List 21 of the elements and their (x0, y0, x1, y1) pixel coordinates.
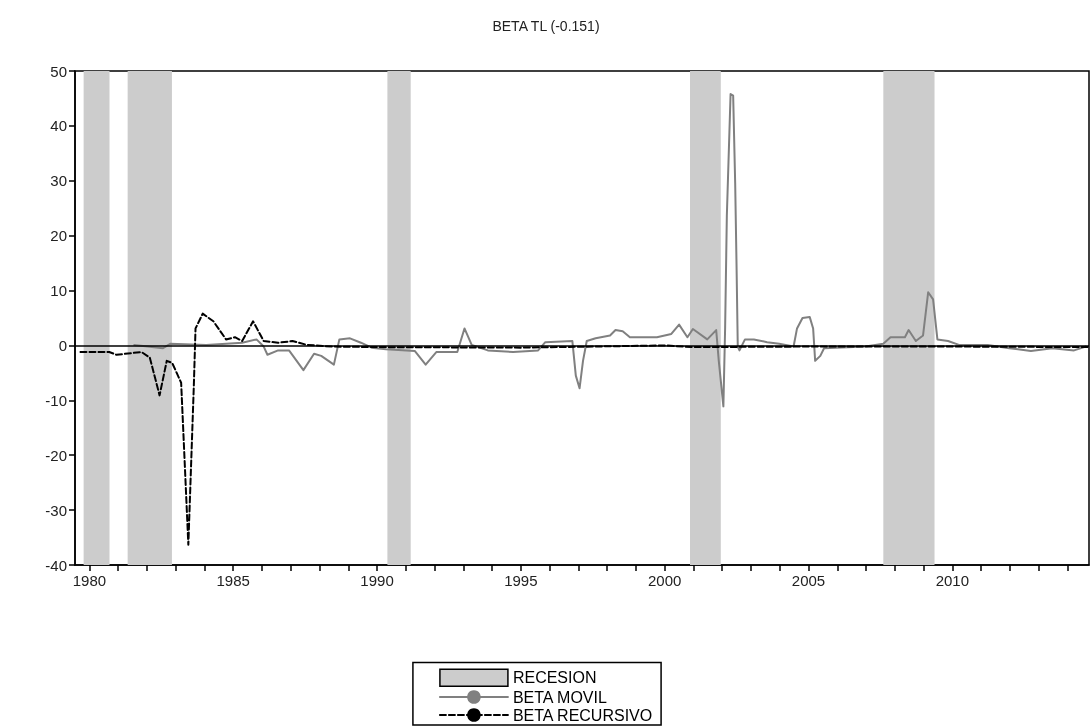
y-tick-label: 10 (50, 282, 67, 300)
y-tick-label: -30 (45, 501, 67, 519)
x-tick-label: 1980 (72, 572, 107, 589)
x-tick-label: 2005 (791, 572, 826, 589)
x-tick-label: 2010 (935, 572, 970, 589)
y-tick-label: 50 (50, 62, 67, 80)
y-tick-label: -20 (45, 446, 67, 464)
legend-label: RECESION (512, 669, 597, 687)
y-tick-label: 30 (50, 172, 67, 190)
y-tick-label: 0 (58, 336, 67, 354)
y-tick-label: 20 (50, 227, 67, 245)
legend-label: BETA MOVIL (512, 688, 607, 706)
x-tick-label: 1995 (504, 572, 538, 589)
y-tick-label: 40 (50, 117, 67, 135)
legend-label: BETA RECURSIVO (512, 706, 653, 724)
chart-title: BETA TL (-0.151) (492, 18, 600, 34)
x-tick-label: 1990 (360, 572, 394, 589)
y-tick-label: -10 (45, 391, 67, 409)
y-tick-label: -40 (45, 556, 67, 574)
x-tick-label: 1985 (216, 572, 250, 589)
x-tick-label: 2000 (648, 572, 682, 589)
